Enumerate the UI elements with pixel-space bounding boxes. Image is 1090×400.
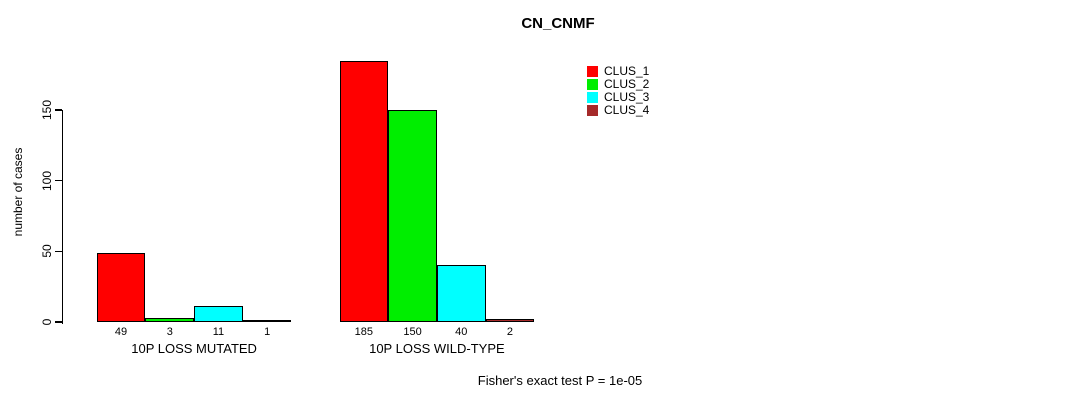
bar-clus_2-2 — [388, 110, 437, 322]
bar-count-label: 185 — [354, 326, 374, 338]
y-axis-title: number of cases — [11, 147, 25, 237]
legend-label: CLUS_4 — [604, 103, 650, 117]
legend-swatch-icon — [587, 92, 598, 103]
bar-count-label: 11 — [212, 326, 225, 338]
bar-count-label: 40 — [455, 326, 468, 338]
bar-clus_2-1 — [145, 317, 195, 322]
y-tick-label: 150 — [40, 99, 54, 121]
bar-count-label: 2 — [506, 326, 513, 338]
y-tick-mark — [54, 250, 62, 253]
y-tick-mark — [54, 321, 62, 323]
legend-swatch-icon — [587, 105, 598, 116]
bar-clus_1-1 — [96, 252, 146, 322]
bar-clus_4-1 — [242, 320, 292, 322]
legend: CLUS_1 CLUS_2 CLUS_3 CLUS_4 — [587, 65, 649, 117]
legend-label: CLUS_1 — [604, 64, 650, 78]
legend-swatch-icon — [587, 79, 598, 90]
x-category-label: 10P LOSS WILD-TYPE — [369, 341, 505, 356]
bar-count-label: 150 — [403, 326, 422, 338]
chart-title: CN_CNMF — [521, 15, 595, 32]
bar-clus_4-2 — [485, 319, 535, 322]
y-tick-mark — [54, 179, 62, 182]
legend-row: CLUS_1 — [587, 65, 649, 78]
y-tick-label: 100 — [40, 170, 54, 191]
y-axis-line — [61, 110, 63, 324]
bar-count-label: 1 — [264, 326, 271, 338]
bar-clus_3-1 — [194, 306, 243, 322]
legend-row: CLUS_2 — [587, 78, 649, 91]
bar-clus_3-2 — [436, 265, 486, 322]
bar-clus_1-2 — [339, 60, 389, 322]
legend-row: CLUS_4 — [587, 104, 649, 117]
legend-swatch-icon — [587, 66, 598, 77]
x-category-label: 10P LOSS MUTATED — [131, 341, 257, 356]
bar-count-label: 49 — [114, 326, 128, 338]
y-tick-mark — [54, 109, 62, 111]
legend-row: CLUS_3 — [587, 91, 649, 104]
y-tick-label: 0 — [40, 318, 54, 326]
y-tick-label: 50 — [40, 244, 54, 259]
legend-label: CLUS_2 — [604, 77, 650, 91]
bar-count-label: 3 — [166, 326, 173, 338]
fisher-test-annotation: Fisher's exact test P = 1e-05 — [477, 373, 643, 388]
legend-label: CLUS_3 — [604, 90, 650, 104]
